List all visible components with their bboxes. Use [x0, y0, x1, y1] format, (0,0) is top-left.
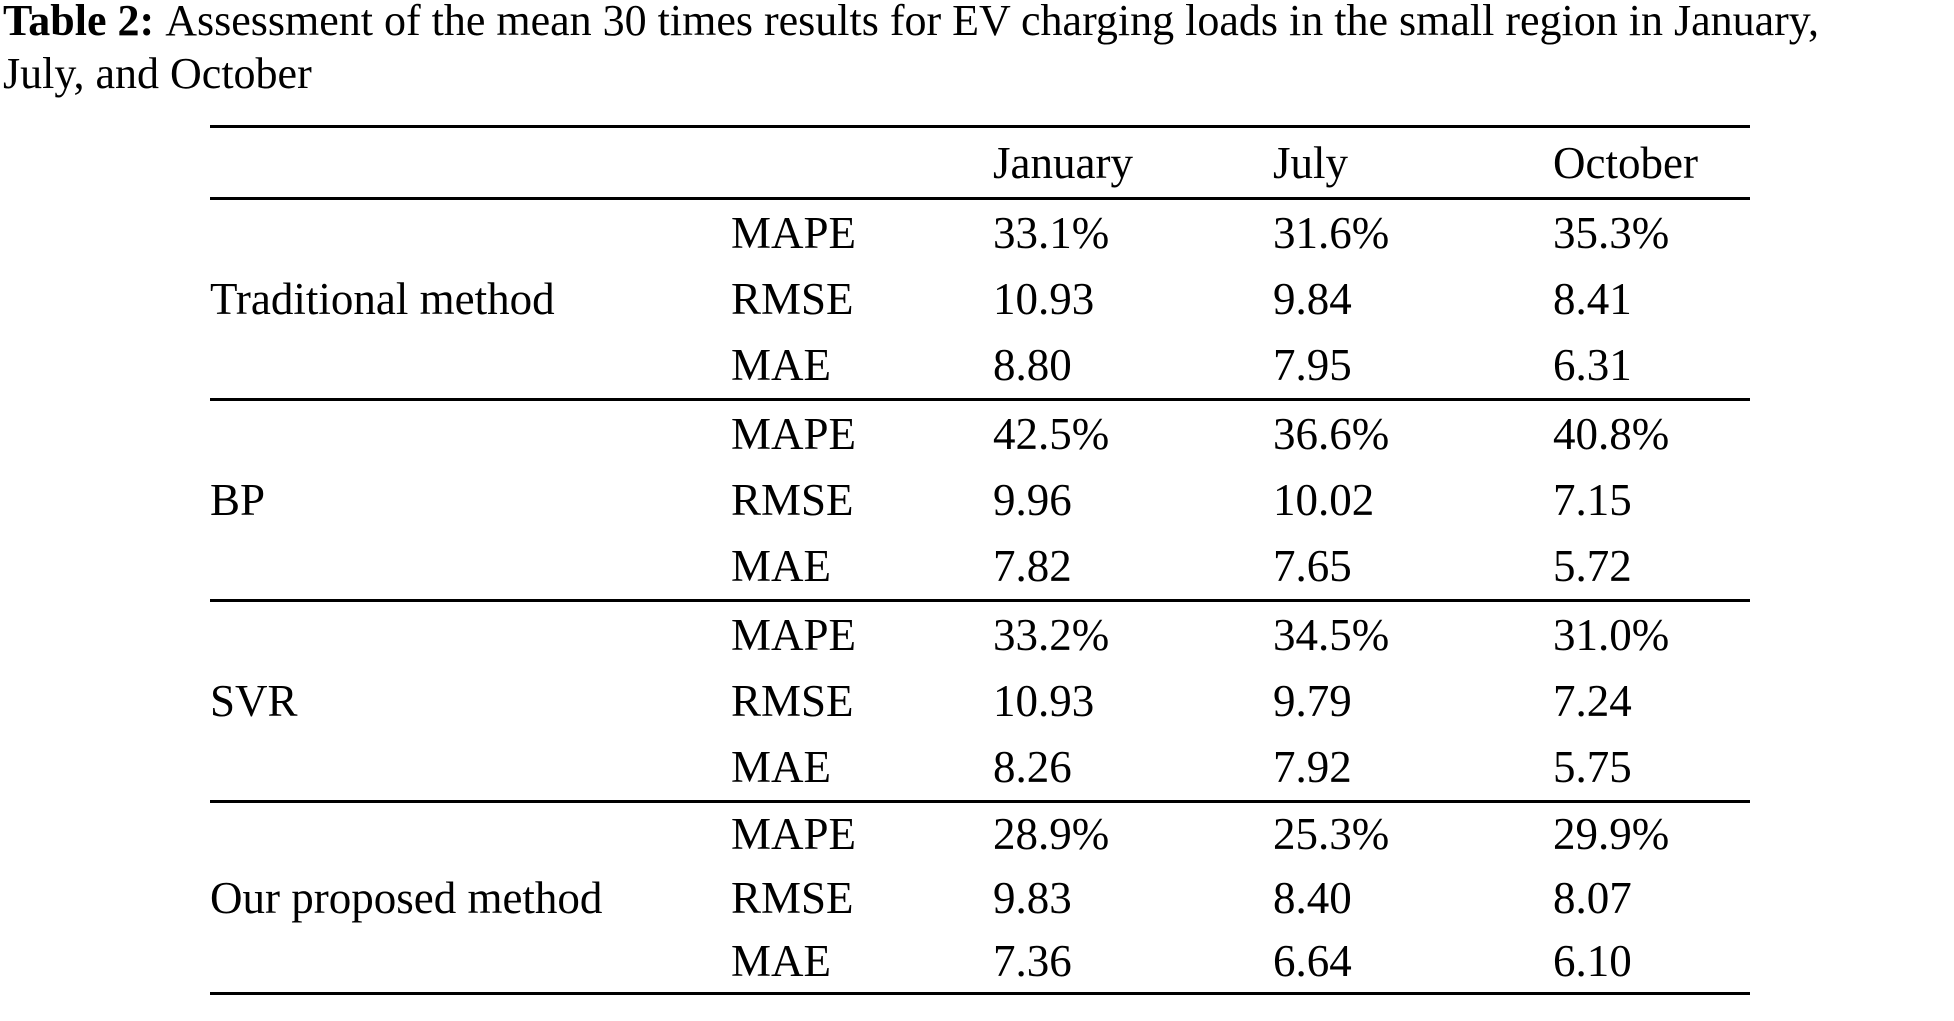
value-cell: 33.1% — [993, 207, 1110, 258]
value-cell: 7.82 — [993, 541, 1072, 592]
header-row: January July October — [210, 126, 1750, 199]
value-cell: 7.92 — [1273, 742, 1352, 793]
value-cell: 10.02 — [1273, 475, 1375, 525]
value-cell: 9.79 — [1273, 676, 1352, 726]
table-row: SVR MAPE 33.2% 34.5% 31.0% — [210, 601, 1750, 726]
value-cell: 34.5% — [1273, 609, 1390, 660]
value-cell: 28.9% — [993, 809, 1110, 860]
value-cell: 6.64 — [1273, 935, 1352, 986]
value-cell: 7.24 — [1553, 676, 1632, 726]
col-header-july: July — [1273, 137, 1349, 188]
method-group-svr: SVR MAPE 33.2% 34.5% 31.0% RMSE 10.93 9.… — [210, 601, 1750, 802]
metric-cell: MAE — [731, 935, 831, 986]
value-cell: 10.93 — [993, 676, 1095, 726]
metric-cell: RMSE — [731, 274, 854, 324]
value-cell: 8.41 — [1553, 274, 1632, 324]
metric-cell: MAPE — [731, 408, 857, 459]
header-empty-metric — [731, 127, 993, 199]
value-cell: 7.15 — [1553, 475, 1632, 525]
method-cell: Traditional method — [210, 274, 555, 324]
metric-cell: MAPE — [731, 609, 857, 660]
table-row: Our proposed method MAPE 28.9% 25.3% 29.… — [210, 802, 1750, 922]
table-row: RMSE 9.83 8.40 8.07 — [210, 866, 1750, 930]
value-cell: 9.96 — [993, 475, 1072, 525]
metric-cell: RMSE — [731, 872, 854, 923]
value-cell: 6.31 — [1553, 340, 1632, 391]
value-cell: 6.10 — [1553, 935, 1632, 986]
value-cell: 8.80 — [993, 340, 1072, 391]
value-cell: 40.8% — [1553, 408, 1670, 459]
table-row: MAE 7.36 6.64 6.10 — [210, 930, 1750, 994]
method-group-traditional: Traditional method MAPE 33.1% 31.6% 35.3… — [210, 199, 1750, 400]
method-cell: Our proposed method — [210, 872, 603, 923]
metric-cell: MAE — [731, 541, 831, 592]
metric-cell: RMSE — [731, 676, 854, 726]
value-cell: 5.72 — [1553, 541, 1632, 592]
col-header-january: January — [993, 137, 1133, 188]
results-table: January July October Traditional method … — [210, 125, 1750, 995]
metric-cell: MAE — [731, 742, 831, 793]
table-row: RMSE 9.96 10.02 7.15 — [210, 467, 1750, 534]
metric-cell: MAE — [731, 340, 831, 391]
table-row: MAE 8.80 7.95 6.31 — [210, 333, 1750, 400]
value-cell: 31.0% — [1553, 609, 1670, 660]
header-empty-method — [210, 127, 731, 199]
value-cell: 8.40 — [1273, 872, 1352, 923]
table-caption-line2: July, and October — [3, 49, 312, 98]
metric-cell: MAPE — [731, 207, 857, 258]
value-cell: 9.83 — [993, 872, 1072, 923]
col-header-october: October — [1553, 137, 1698, 188]
value-cell: 10.93 — [993, 274, 1095, 324]
table-row: Traditional method MAPE 33.1% 31.6% 35.3… — [210, 199, 1750, 324]
value-cell: 36.6% — [1273, 408, 1390, 459]
value-cell: 9.84 — [1273, 274, 1352, 324]
table-caption: Table 2: Assessment of the mean 30 times … — [3, 0, 1819, 100]
metric-cell: RMSE — [731, 475, 854, 525]
table-caption-line1: Assessment of the mean 30 times results … — [165, 0, 1819, 45]
table-row: MAE 7.82 7.65 5.72 — [210, 534, 1750, 601]
value-cell: 25.3% — [1273, 809, 1390, 860]
value-cell: 35.3% — [1553, 207, 1670, 258]
value-cell: 33.2% — [993, 609, 1110, 660]
value-cell: 8.07 — [1553, 872, 1632, 923]
value-cell: 8.26 — [993, 742, 1072, 793]
value-cell: 5.75 — [1553, 742, 1632, 793]
method-group-bp: BP MAPE 42.5% 36.6% 40.8% RMSE 9.96 10.0… — [210, 400, 1750, 601]
table-row: RMSE 10.93 9.79 7.24 — [210, 668, 1750, 735]
table-row: BP MAPE 42.5% 36.6% 40.8% — [210, 400, 1750, 525]
value-cell: 7.36 — [993, 935, 1072, 986]
table-row: MAE 8.26 7.92 5.75 — [210, 735, 1750, 802]
value-cell: 29.9% — [1553, 809, 1670, 860]
value-cell: 7.65 — [1273, 541, 1352, 592]
value-cell: 7.95 — [1273, 340, 1352, 391]
table-header: January July October — [210, 126, 1750, 199]
table-caption-label: Table 2: — [3, 0, 155, 45]
metric-cell: MAPE — [731, 809, 857, 860]
method-cell: SVR — [210, 676, 298, 726]
value-cell: 42.5% — [993, 408, 1110, 459]
method-cell: BP — [210, 475, 266, 525]
method-group-proposed: Our proposed method MAPE 28.9% 25.3% 29.… — [210, 802, 1750, 994]
table-row: RMSE 10.93 9.84 8.41 — [210, 266, 1750, 333]
value-cell: 31.6% — [1273, 207, 1390, 258]
